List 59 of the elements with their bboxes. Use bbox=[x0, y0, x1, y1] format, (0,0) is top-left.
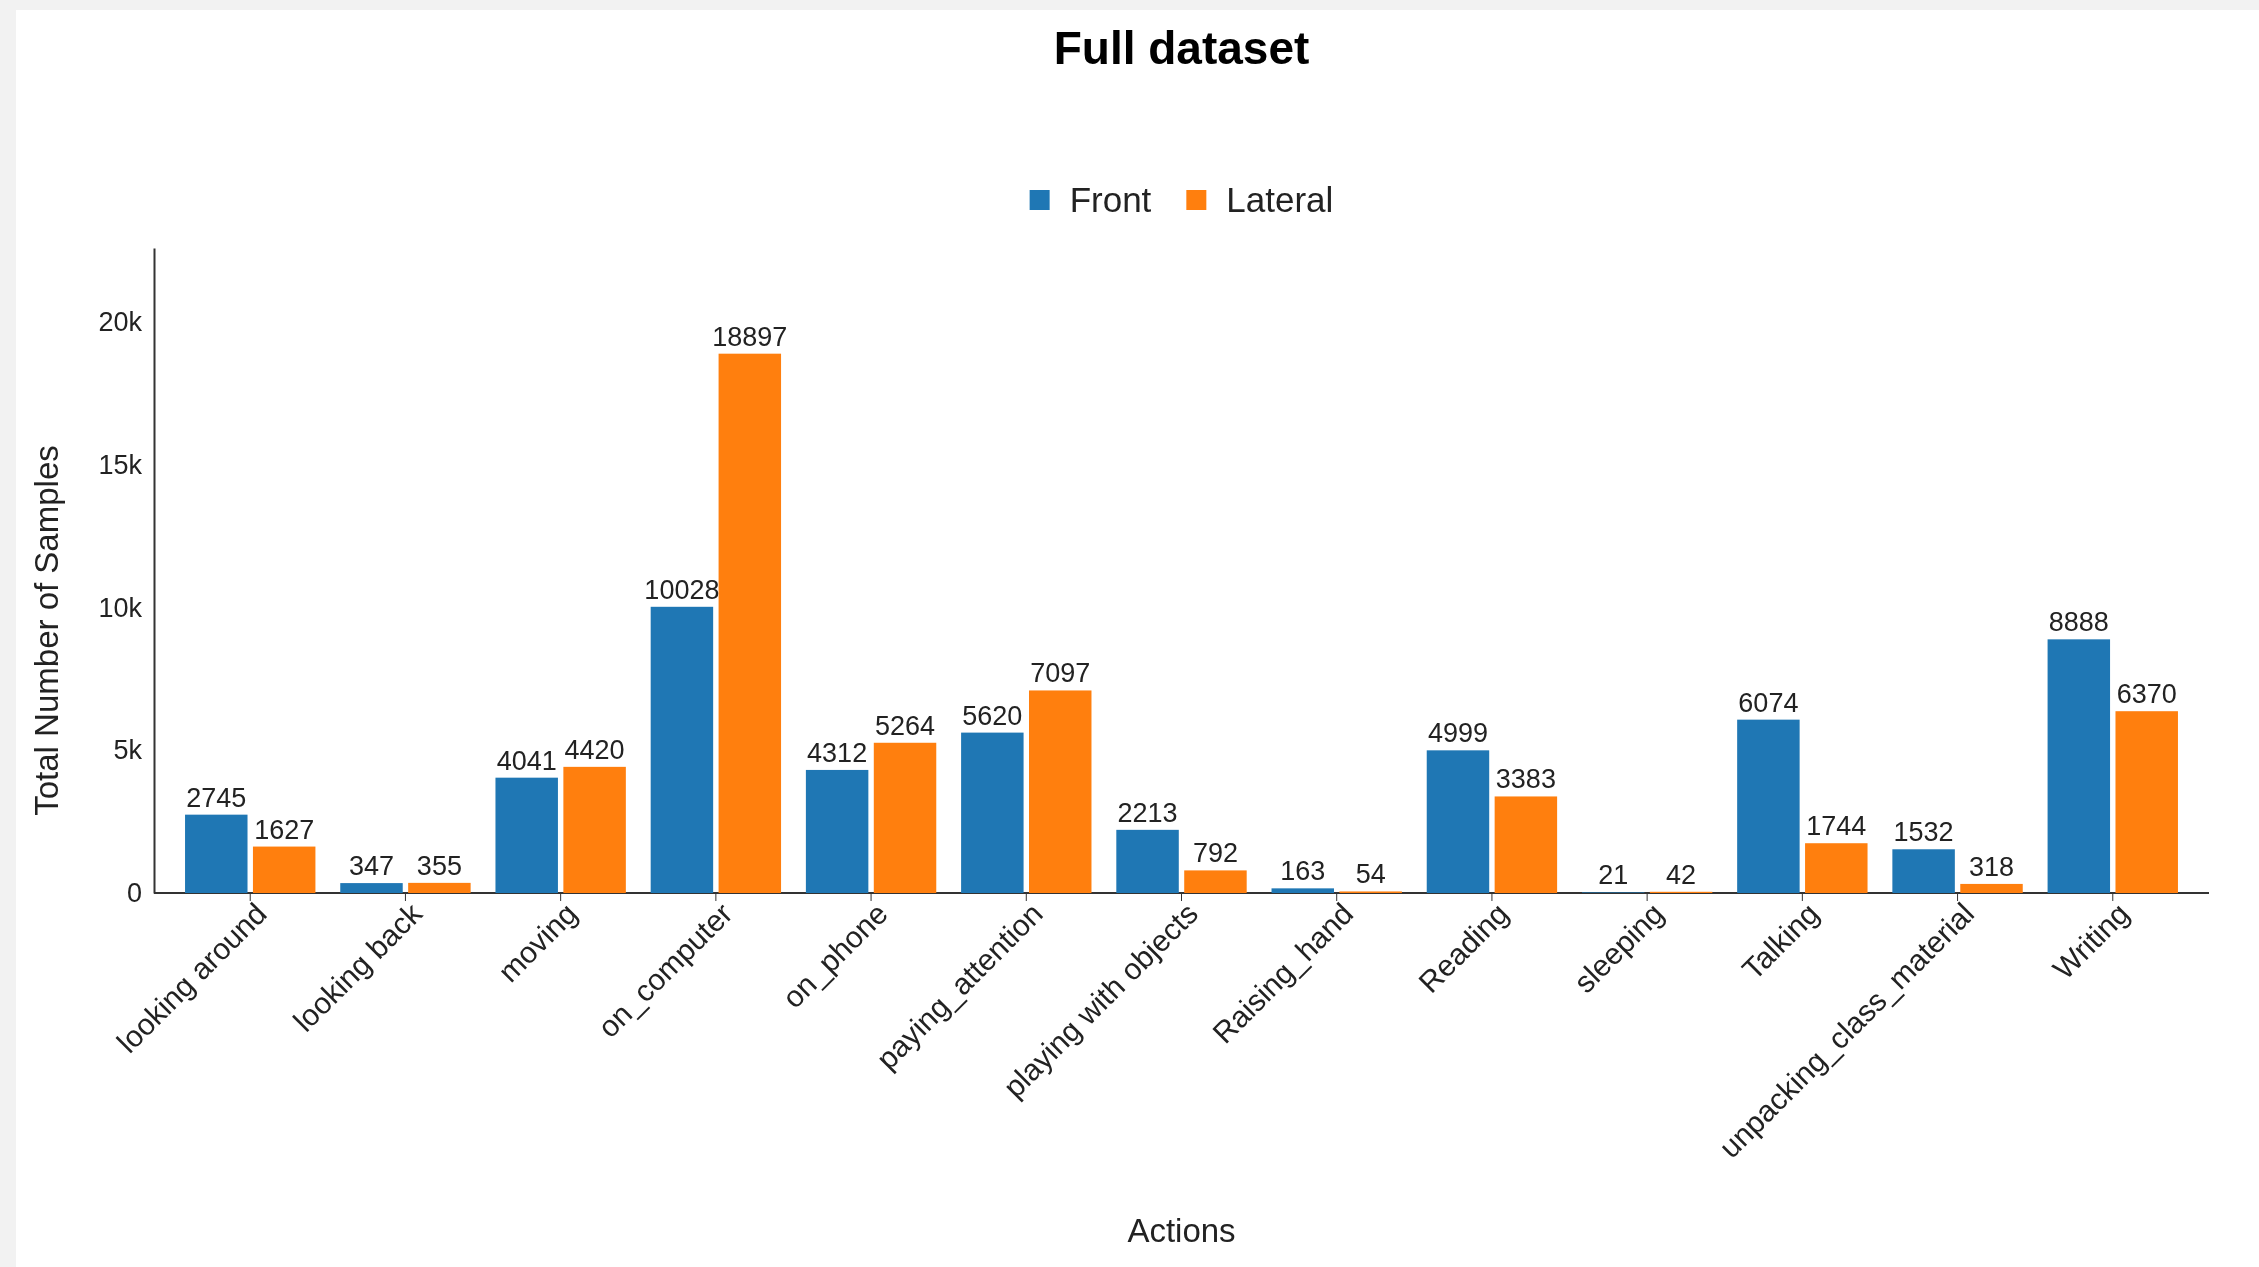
data-label: 355 bbox=[416, 850, 462, 881]
data-label: 4420 bbox=[564, 734, 625, 765]
y-tick-label: 10k bbox=[98, 592, 143, 623]
bar bbox=[408, 882, 471, 893]
bar bbox=[718, 353, 782, 893]
data-label: 8888 bbox=[2048, 607, 2109, 638]
data-label: 10028 bbox=[644, 574, 720, 605]
data-label: 1532 bbox=[1893, 817, 1954, 848]
data-label: 42 bbox=[1666, 859, 1697, 890]
data-label: 5264 bbox=[874, 710, 936, 741]
y-tick-label: 0 bbox=[126, 878, 142, 909]
data-label: 6074 bbox=[1738, 687, 1799, 718]
bar bbox=[2115, 711, 2178, 893]
data-label: 21 bbox=[1598, 860, 1629, 891]
legend-label: Front bbox=[1069, 180, 1152, 219]
bar bbox=[340, 883, 403, 893]
data-label: 1744 bbox=[1806, 811, 1867, 842]
y-axis-title: Total Number of Samples bbox=[28, 445, 65, 816]
data-label: 54 bbox=[1355, 859, 1386, 890]
bar bbox=[1494, 796, 1558, 893]
bar bbox=[2047, 639, 2111, 893]
data-label: 2213 bbox=[1117, 797, 1178, 828]
legend-label: Lateral bbox=[1226, 180, 1334, 219]
x-axis-title: Actions bbox=[1127, 1212, 1236, 1249]
data-label: 1627 bbox=[254, 814, 315, 845]
bar bbox=[1116, 829, 1179, 893]
bar bbox=[1960, 883, 2023, 893]
data-label: 5620 bbox=[962, 700, 1023, 731]
bar bbox=[495, 777, 558, 893]
data-label: 18897 bbox=[712, 321, 788, 352]
data-label: 318 bbox=[1968, 851, 2015, 882]
data-label: 347 bbox=[348, 851, 395, 882]
bar bbox=[252, 846, 316, 893]
bar bbox=[563, 766, 626, 893]
bar bbox=[185, 814, 248, 893]
data-label: 163 bbox=[1280, 856, 1326, 887]
data-label: 792 bbox=[1192, 838, 1238, 869]
data-label: 4312 bbox=[807, 737, 868, 768]
data-label: 2745 bbox=[186, 782, 247, 813]
bar bbox=[1029, 690, 1092, 893]
bar bbox=[961, 732, 1024, 893]
bar bbox=[873, 742, 937, 893]
data-label: 3383 bbox=[1495, 764, 1556, 795]
bar bbox=[1426, 750, 1490, 893]
bar bbox=[1892, 849, 1955, 893]
data-label: 7097 bbox=[1030, 658, 1091, 689]
y-tick-label: 5k bbox=[113, 735, 143, 766]
bar bbox=[805, 769, 869, 893]
y-tick-label: 20k bbox=[98, 307, 143, 338]
bar bbox=[650, 606, 714, 893]
bar bbox=[1805, 843, 1868, 893]
bar bbox=[1184, 870, 1247, 893]
bar bbox=[1737, 719, 1800, 893]
bar bbox=[1271, 888, 1334, 893]
data-label: 4999 bbox=[1427, 718, 1489, 749]
chart-title: Full dataset bbox=[1053, 22, 1310, 74]
data-label: 4041 bbox=[496, 745, 557, 776]
y-tick-label: 15k bbox=[98, 450, 143, 481]
data-label: 6370 bbox=[2116, 679, 2177, 710]
